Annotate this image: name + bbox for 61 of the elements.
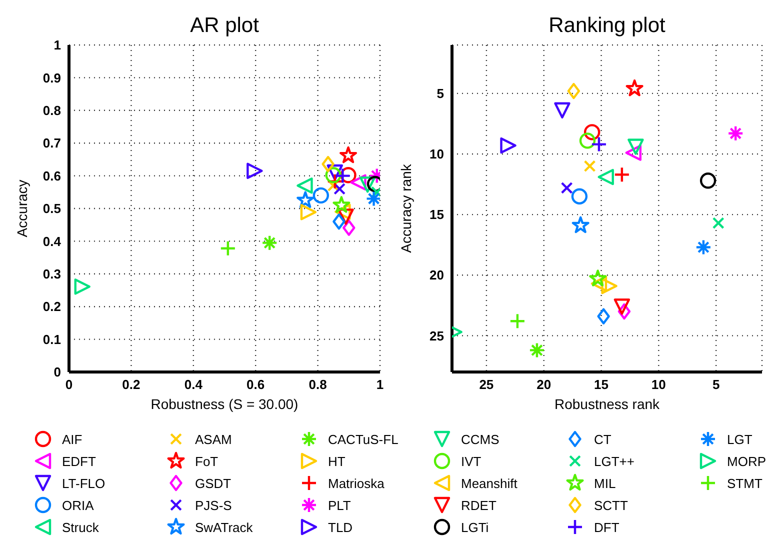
x-tick-label: 1 bbox=[376, 377, 384, 392]
legend-label: STMT bbox=[727, 476, 762, 490]
x-tick-label: 0.8 bbox=[308, 377, 327, 392]
y-tick-label: 0.7 bbox=[42, 136, 61, 151]
legend-label: AIF bbox=[62, 432, 82, 446]
y-tick-label: 5 bbox=[436, 86, 444, 102]
legend-label: HT bbox=[328, 454, 346, 468]
y-tick-label: 25 bbox=[430, 328, 444, 344]
x-tick-label: 20 bbox=[536, 377, 552, 392]
chart-title: AR plot bbox=[189, 14, 260, 38]
y-tick-label: 0 bbox=[54, 364, 61, 380]
y-tick-label: 0.3 bbox=[42, 266, 61, 282]
legend-label: SCTT bbox=[594, 498, 628, 512]
y-axis-title: Accuracy bbox=[14, 180, 30, 238]
legend-label: IVT bbox=[461, 454, 482, 468]
legend-label: MORP bbox=[727, 454, 766, 468]
legend-label: LGT++ bbox=[594, 454, 634, 468]
legend-label: Struck bbox=[62, 520, 99, 534]
y-tick-label: 0.9 bbox=[42, 70, 61, 86]
y-tick-label: 0.1 bbox=[42, 332, 61, 347]
x-tick-label: 0 bbox=[65, 377, 73, 392]
y-tick-label: 0.4 bbox=[42, 234, 62, 249]
y-tick-label: 15 bbox=[430, 207, 444, 222]
legend-label: Meanshift bbox=[461, 476, 518, 490]
x-axis-title: Robustness rank bbox=[553, 396, 661, 412]
y-axis-title: Accuracy rank bbox=[398, 163, 414, 253]
y-tick-label: 1 bbox=[54, 38, 61, 53]
legend-label: FoT bbox=[195, 454, 218, 468]
y-tick-label: 0.5 bbox=[42, 201, 61, 216]
legend-label: CACTuS-FL bbox=[328, 432, 398, 446]
legend-label: LGT bbox=[727, 432, 752, 446]
x-tick-label: 0.2 bbox=[122, 377, 140, 392]
x-tick-label: 15 bbox=[594, 377, 608, 392]
legend-label: ASAM bbox=[195, 432, 232, 446]
legend-label: PJS-S bbox=[195, 498, 232, 512]
y-tick-label: 20 bbox=[430, 268, 444, 283]
legend-label: EDFT bbox=[62, 454, 96, 468]
x-tick-label: 10 bbox=[651, 377, 666, 392]
y-tick-label: 0.6 bbox=[42, 168, 61, 184]
y-tick-label: 0.8 bbox=[42, 103, 61, 118]
legend-label: LT-FLO bbox=[62, 476, 106, 490]
legend-label: RDET bbox=[461, 498, 496, 512]
legend-label: Matrioska bbox=[328, 476, 384, 490]
x-tick-label: 25 bbox=[479, 377, 494, 392]
legend-label: GSDT bbox=[195, 476, 232, 490]
legend-label: CCMS bbox=[461, 432, 500, 446]
legend-label: DFT bbox=[594, 520, 620, 534]
legend-label: PLT bbox=[328, 498, 351, 512]
legend-label: MIL bbox=[594, 476, 616, 490]
x-tick-label: 5 bbox=[712, 377, 720, 392]
y-tick-label: 10 bbox=[430, 146, 444, 162]
legend-label: ORIA bbox=[62, 498, 94, 512]
chart-title: Ranking plot bbox=[548, 14, 666, 38]
x-tick-label: 0.4 bbox=[184, 377, 204, 392]
legend-label: TLD bbox=[328, 520, 353, 534]
x-axis-title: Robustness (S = 30.00) bbox=[150, 396, 300, 412]
x-tick-label: 0.6 bbox=[246, 377, 265, 392]
legend-label: LGTi bbox=[461, 520, 489, 534]
legend-label: CT bbox=[594, 432, 612, 446]
y-tick-label: 0.2 bbox=[42, 299, 61, 314]
legend-label: SwATrack bbox=[195, 520, 253, 534]
